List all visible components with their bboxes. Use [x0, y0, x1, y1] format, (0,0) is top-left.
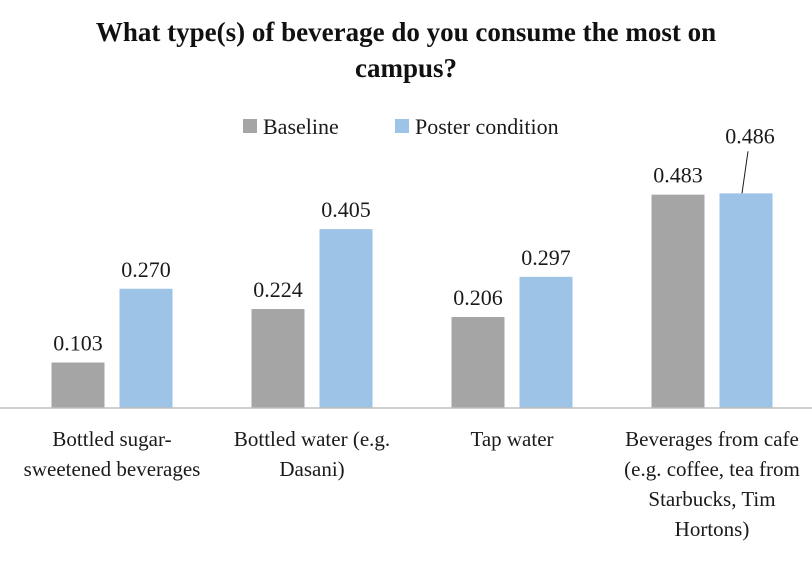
leader-line: [741, 151, 749, 194]
x-tick-label: Bottled water (e.g. Dasani): [233, 427, 391, 481]
legend-label: Poster condition: [415, 114, 559, 139]
chart-title: What type(s) of beverage do you consume …: [95, 17, 717, 83]
bar: [319, 229, 373, 408]
x-tick-label: Tap water: [470, 427, 554, 451]
value-label: 0.405: [321, 197, 371, 222]
value-label: 0.270: [121, 257, 171, 282]
legend-swatch: [395, 119, 409, 133]
legend-swatch: [243, 119, 257, 133]
bar: [51, 362, 105, 408]
bar: [719, 193, 773, 408]
value-label: 0.206: [453, 285, 503, 310]
legend-label: Baseline: [263, 114, 339, 139]
value-label: 0.224: [253, 277, 303, 302]
value-label: 0.483: [653, 163, 703, 188]
value-label: 0.297: [521, 245, 571, 270]
bar: [651, 194, 705, 408]
x-tick-label: Bottled sugar-sweetened beverages: [23, 427, 201, 481]
value-label: 0.103: [53, 331, 103, 356]
value-label: 0.486: [725, 123, 775, 148]
bar: [251, 309, 305, 408]
bar: [451, 317, 505, 408]
x-tick-label: Beverages from cafe (e.g. coffee, tea fr…: [624, 427, 800, 541]
bar: [519, 276, 573, 408]
bar: [119, 288, 173, 408]
